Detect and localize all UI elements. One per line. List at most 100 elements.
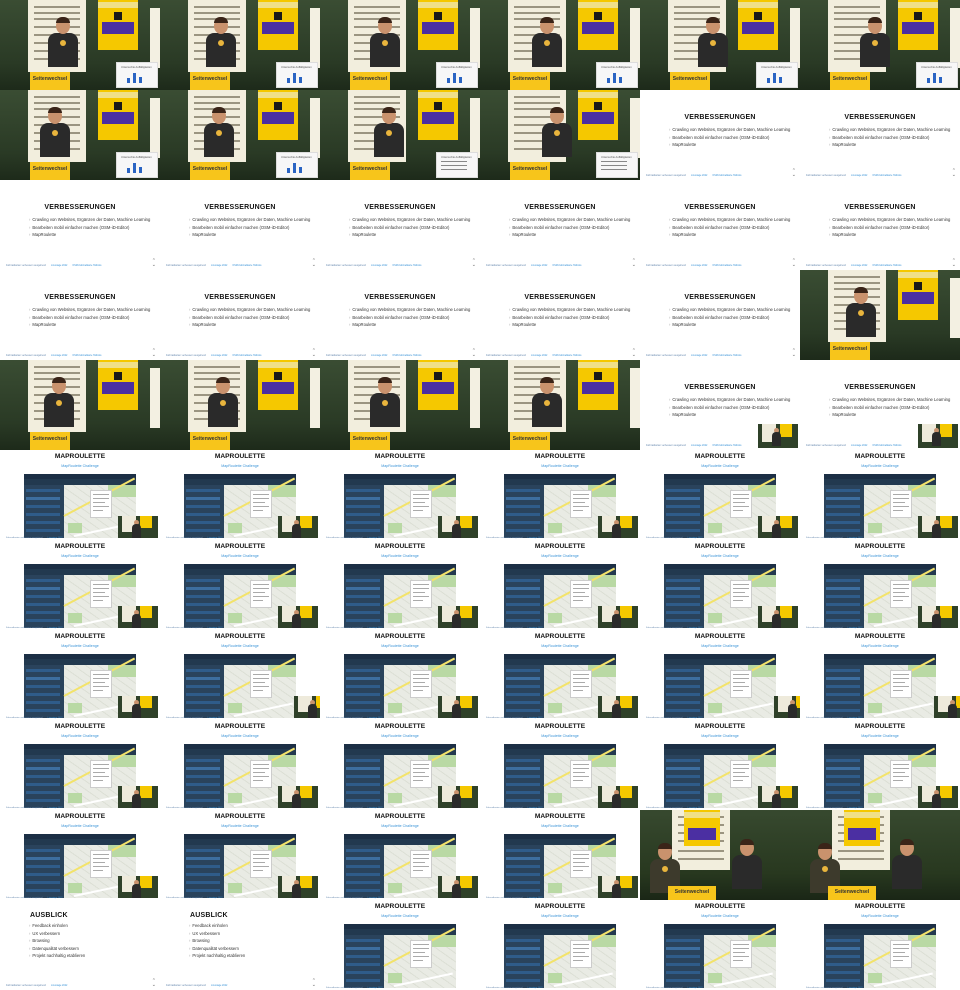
slide-maproulette[interactable]: MAPROULETTE MapRoulette Challenge Fahrra… (0, 720, 160, 810)
slide-maproulette[interactable]: MAPROULETTE MapRoulette Challenge Fahrra… (0, 630, 160, 720)
slide-maproulette[interactable]: MAPROULETTE MapRoulette Challenge Fahrra… (160, 810, 320, 900)
slide-maproulette[interactable]: MAPROULETTE MapRoulette Challenge Fahrra… (480, 540, 640, 630)
stage-wide-thumbnail[interactable]: Seitenwechsel (640, 810, 800, 900)
speaker (532, 17, 562, 70)
slide-maproulette[interactable]: MAPROULETTE MapRoulette Challenge Fahrra… (480, 450, 640, 540)
slide-maproulette[interactable]: MAPROULETTE MapRoulette Challenge Fahrra… (800, 900, 960, 990)
slide-maproulette[interactable]: MAPROULETTE MapRoulette Challenge Fahrra… (160, 630, 320, 720)
slide-ausblick[interactable]: AUSBLICK Feedback einholen UX verbessern… (0, 900, 160, 990)
slide-maproulette[interactable]: MAPROULETTE MapRoulette Challenge Fahrra… (320, 810, 480, 900)
bullet-item: MapRoulette (829, 231, 951, 239)
slide-verbesserungen[interactable]: VERBESSERUNGEN Crawling von Websites, Er… (800, 180, 960, 270)
chevron-up-down-icon[interactable]: ⌃ ⌄ (631, 258, 636, 268)
slide-verbesserungen[interactable]: VERBESSERUNGEN Crawling von Websites, Er… (480, 270, 640, 360)
stage-thumbnail[interactable]: Seitenwechsel Untersuchte Auffälligkeite… (480, 0, 640, 90)
bullet-item: Bearbeiten mobil einfacher machen (OSM-i… (189, 314, 311, 322)
chevron-up-down-icon[interactable]: ⌃ ⌄ (791, 168, 796, 178)
stage-thumbnail[interactable]: Seitenwechsel Untersuchte Auffälligkeite… (0, 360, 160, 450)
slide-maproulette[interactable]: MAPROULETTE MapRoulette Challenge Fahrra… (800, 630, 960, 720)
slide-verbesserungen[interactable]: VERBESSERUNGEN Crawling von Websites, Er… (320, 180, 480, 270)
chevron-up-down-icon[interactable]: ⌃ ⌄ (791, 348, 796, 358)
slide-title: MAPROULETTE (694, 453, 746, 460)
stage-thumbnail[interactable]: Seitenwechsel Untersuchte Auffälligkeite… (0, 0, 160, 90)
stage-thumbnail[interactable]: Seitenwechsel Untersuchte Auffälligkeite… (160, 360, 320, 450)
slide-maproulette[interactable]: MAPROULETTE MapRoulette Challenge Fahrra… (800, 540, 960, 630)
stage-thumbnail[interactable]: Seitenwechsel Untersuchte Auffälligkeite… (0, 90, 160, 180)
stage-thumbnail[interactable]: Seitenwechsel Untersuchte Auffälligkeite… (800, 270, 960, 360)
stage-thumbnail[interactable]: Seitenwechsel Untersuchte Auffälligkeite… (480, 360, 640, 450)
slide-verbesserungen-pip[interactable]: VERBESSERUNGEN Crawling von Websites, Er… (640, 360, 800, 450)
screen-title: Untersuchte Auffälligkeiten (601, 156, 632, 159)
slide-maproulette[interactable]: MAPROULETTE MapRoulette Challenge Fahrra… (0, 810, 160, 900)
slide-verbesserungen[interactable]: VERBESSERUNGEN Crawling von Websites, Er… (640, 180, 800, 270)
stage-thumbnail[interactable]: Seitenwechsel Untersuchte Auffälligkeite… (320, 360, 480, 450)
slide-maproulette[interactable]: MAPROULETTE MapRoulette Challenge Fahrra… (320, 630, 480, 720)
screen-title: Untersuchte Auffälligkeiten (921, 66, 952, 69)
speaker-pip (118, 696, 158, 718)
chevron-up-down-icon[interactable]: ⌃ ⌄ (631, 348, 636, 358)
slide-verbesserungen[interactable]: VERBESSERUNGEN Crawling von Websites, Er… (0, 270, 160, 360)
bullet-item: Crawling von Websites, Ergänzen der Date… (349, 216, 471, 224)
slide-maproulette[interactable]: MAPROULETTE MapRoulette Challenge Fahrra… (0, 540, 160, 630)
slide-verbesserungen[interactable]: VERBESSERUNGEN Crawling von Websites, Er… (640, 90, 800, 180)
poster-linuxtage (98, 360, 138, 410)
stage-thumbnail[interactable]: Seitenwechsel Untersuchte Auffälligkeite… (640, 0, 800, 90)
stage-wide-thumbnail[interactable]: Seitenwechsel (800, 810, 960, 900)
stage-thumbnail[interactable]: Seitenwechsel Untersuchte Auffälligkeite… (160, 90, 320, 180)
slide-verbesserungen[interactable]: VERBESSERUNGEN Crawling von Websites, Er… (160, 270, 320, 360)
slide-verbesserungen[interactable]: VERBESSERUNGEN Crawling von Websites, Er… (640, 270, 800, 360)
slide-verbesserungen[interactable]: VERBESSERUNGEN Crawling von Websites, Er… (320, 270, 480, 360)
slide-verbesserungen[interactable]: VERBESSERUNGEN Crawling von Websites, Er… (480, 180, 640, 270)
slide-maproulette[interactable]: MAPROULETTE MapRoulette Challenge Fahrra… (640, 720, 800, 810)
slide-maproulette[interactable]: MAPROULETTE MapRoulette Challenge Fahrra… (480, 630, 640, 720)
slide-maproulette[interactable]: MAPROULETTE MapRoulette Challenge Fahrra… (320, 540, 480, 630)
slide-subtitle: MapRoulette Challenge (541, 554, 579, 558)
chevron-up-down-icon[interactable]: ⌃ ⌄ (151, 348, 156, 358)
slide-footer: Fahrradkarten verbessern ausgehend Linuxt… (646, 987, 703, 989)
chevron-up-down-icon[interactable]: ⌃ ⌄ (311, 348, 316, 358)
stage-thumbnail[interactable]: Seitenwechsel Untersuchte Auffälligkeite… (320, 90, 480, 180)
slide-subtitle: MapRoulette Challenge (701, 554, 739, 558)
bullet-item: Bearbeiten mobil einfacher machen (OSM-i… (669, 404, 791, 412)
slide-maproulette[interactable]: MAPROULETTE MapRoulette Challenge Fahrra… (0, 450, 160, 540)
task-panel (890, 490, 912, 518)
chevron-up-down-icon[interactable]: ⌃ ⌄ (151, 258, 156, 268)
slide-maproulette[interactable]: MAPROULETTE MapRoulette Challenge Fahrra… (160, 540, 320, 630)
slide-ausblick[interactable]: AUSBLICK Feedback einholen UX verbessern… (160, 900, 320, 990)
chevron-up-down-icon[interactable]: ⌃ ⌄ (471, 258, 476, 268)
chevron-up-down-icon[interactable]: ⌃ ⌄ (471, 348, 476, 358)
slide-maproulette[interactable]: MAPROULETTE MapRoulette Challenge Fahrra… (480, 720, 640, 810)
bullet-item: Crawling von Websites, Ergänzen der Date… (669, 396, 791, 404)
slide-maproulette[interactable]: MAPROULETTE MapRoulette Challenge Fahrra… (320, 720, 480, 810)
slide-maproulette[interactable]: MAPROULETTE MapRoulette Challenge Fahrra… (480, 900, 640, 990)
chevron-up-down-icon[interactable]: ⌃ ⌄ (151, 978, 156, 988)
slide-verbesserungen-pip[interactable]: VERBESSERUNGEN Crawling von Websites, Er… (800, 360, 960, 450)
stage-thumbnail[interactable]: Seitenwechsel Untersuchte Auffälligkeite… (320, 0, 480, 90)
speaker (208, 377, 238, 430)
stage-thumbnail[interactable]: Seitenwechsel Untersuchte Auffälligkeite… (480, 90, 640, 180)
slide-maproulette[interactable]: MAPROULETTE MapRoulette Challenge Fahrra… (160, 450, 320, 540)
chevron-up-down-icon[interactable]: ⌃ ⌄ (791, 258, 796, 268)
slide-verbesserungen[interactable]: VERBESSERUNGEN Crawling von Websites, Er… (800, 90, 960, 180)
slide-maproulette[interactable]: MAPROULETTE MapRoulette Challenge Fahrra… (640, 450, 800, 540)
slide-maproulette[interactable]: MAPROULETTE MapRoulette Challenge Fahrra… (160, 720, 320, 810)
slide-maproulette[interactable]: MAPROULETTE MapRoulette Challenge Fahrra… (640, 540, 800, 630)
podium (190, 432, 230, 450)
chevron-up-down-icon[interactable]: ⌃ ⌄ (311, 258, 316, 268)
slide-maproulette[interactable]: MAPROULETTE MapRoulette Challenge Fahrra… (320, 900, 480, 990)
slide-maproulette[interactable]: MAPROULETTE MapRoulette Challenge Fahrra… (800, 450, 960, 540)
chevron-up-down-icon[interactable]: ⌃ ⌄ (951, 168, 956, 178)
maproulette-screenshot (344, 564, 456, 628)
slide-maproulette[interactable]: MAPROULETTE MapRoulette Challenge Fahrra… (320, 450, 480, 540)
chevron-up-down-icon[interactable]: ⌃ ⌄ (311, 978, 316, 988)
slide-maproulette[interactable]: MAPROULETTE MapRoulette Challenge Fahrra… (800, 720, 960, 810)
podium-label: Seitenwechsel (352, 76, 388, 82)
stage-thumbnail[interactable]: Seitenwechsel Untersuchte Auffälligkeite… (160, 0, 320, 90)
slide-maproulette[interactable]: MAPROULETTE MapRoulette Challenge Fahrra… (640, 900, 800, 990)
slide-maproulette[interactable]: MAPROULETTE MapRoulette Challenge Fahrra… (480, 810, 640, 900)
stage-thumbnail[interactable]: Seitenwechsel Untersuchte Auffälligkeite… (800, 0, 960, 90)
chevron-up-down-icon[interactable]: ⌃ ⌄ (951, 258, 956, 268)
slide-maproulette[interactable]: MAPROULETTE MapRoulette Challenge Fahrra… (640, 630, 800, 720)
slide-verbesserungen[interactable]: VERBESSERUNGEN Crawling von Websites, Er… (0, 180, 160, 270)
slide-verbesserungen[interactable]: VERBESSERUNGEN Crawling von Websites, Er… (160, 180, 320, 270)
